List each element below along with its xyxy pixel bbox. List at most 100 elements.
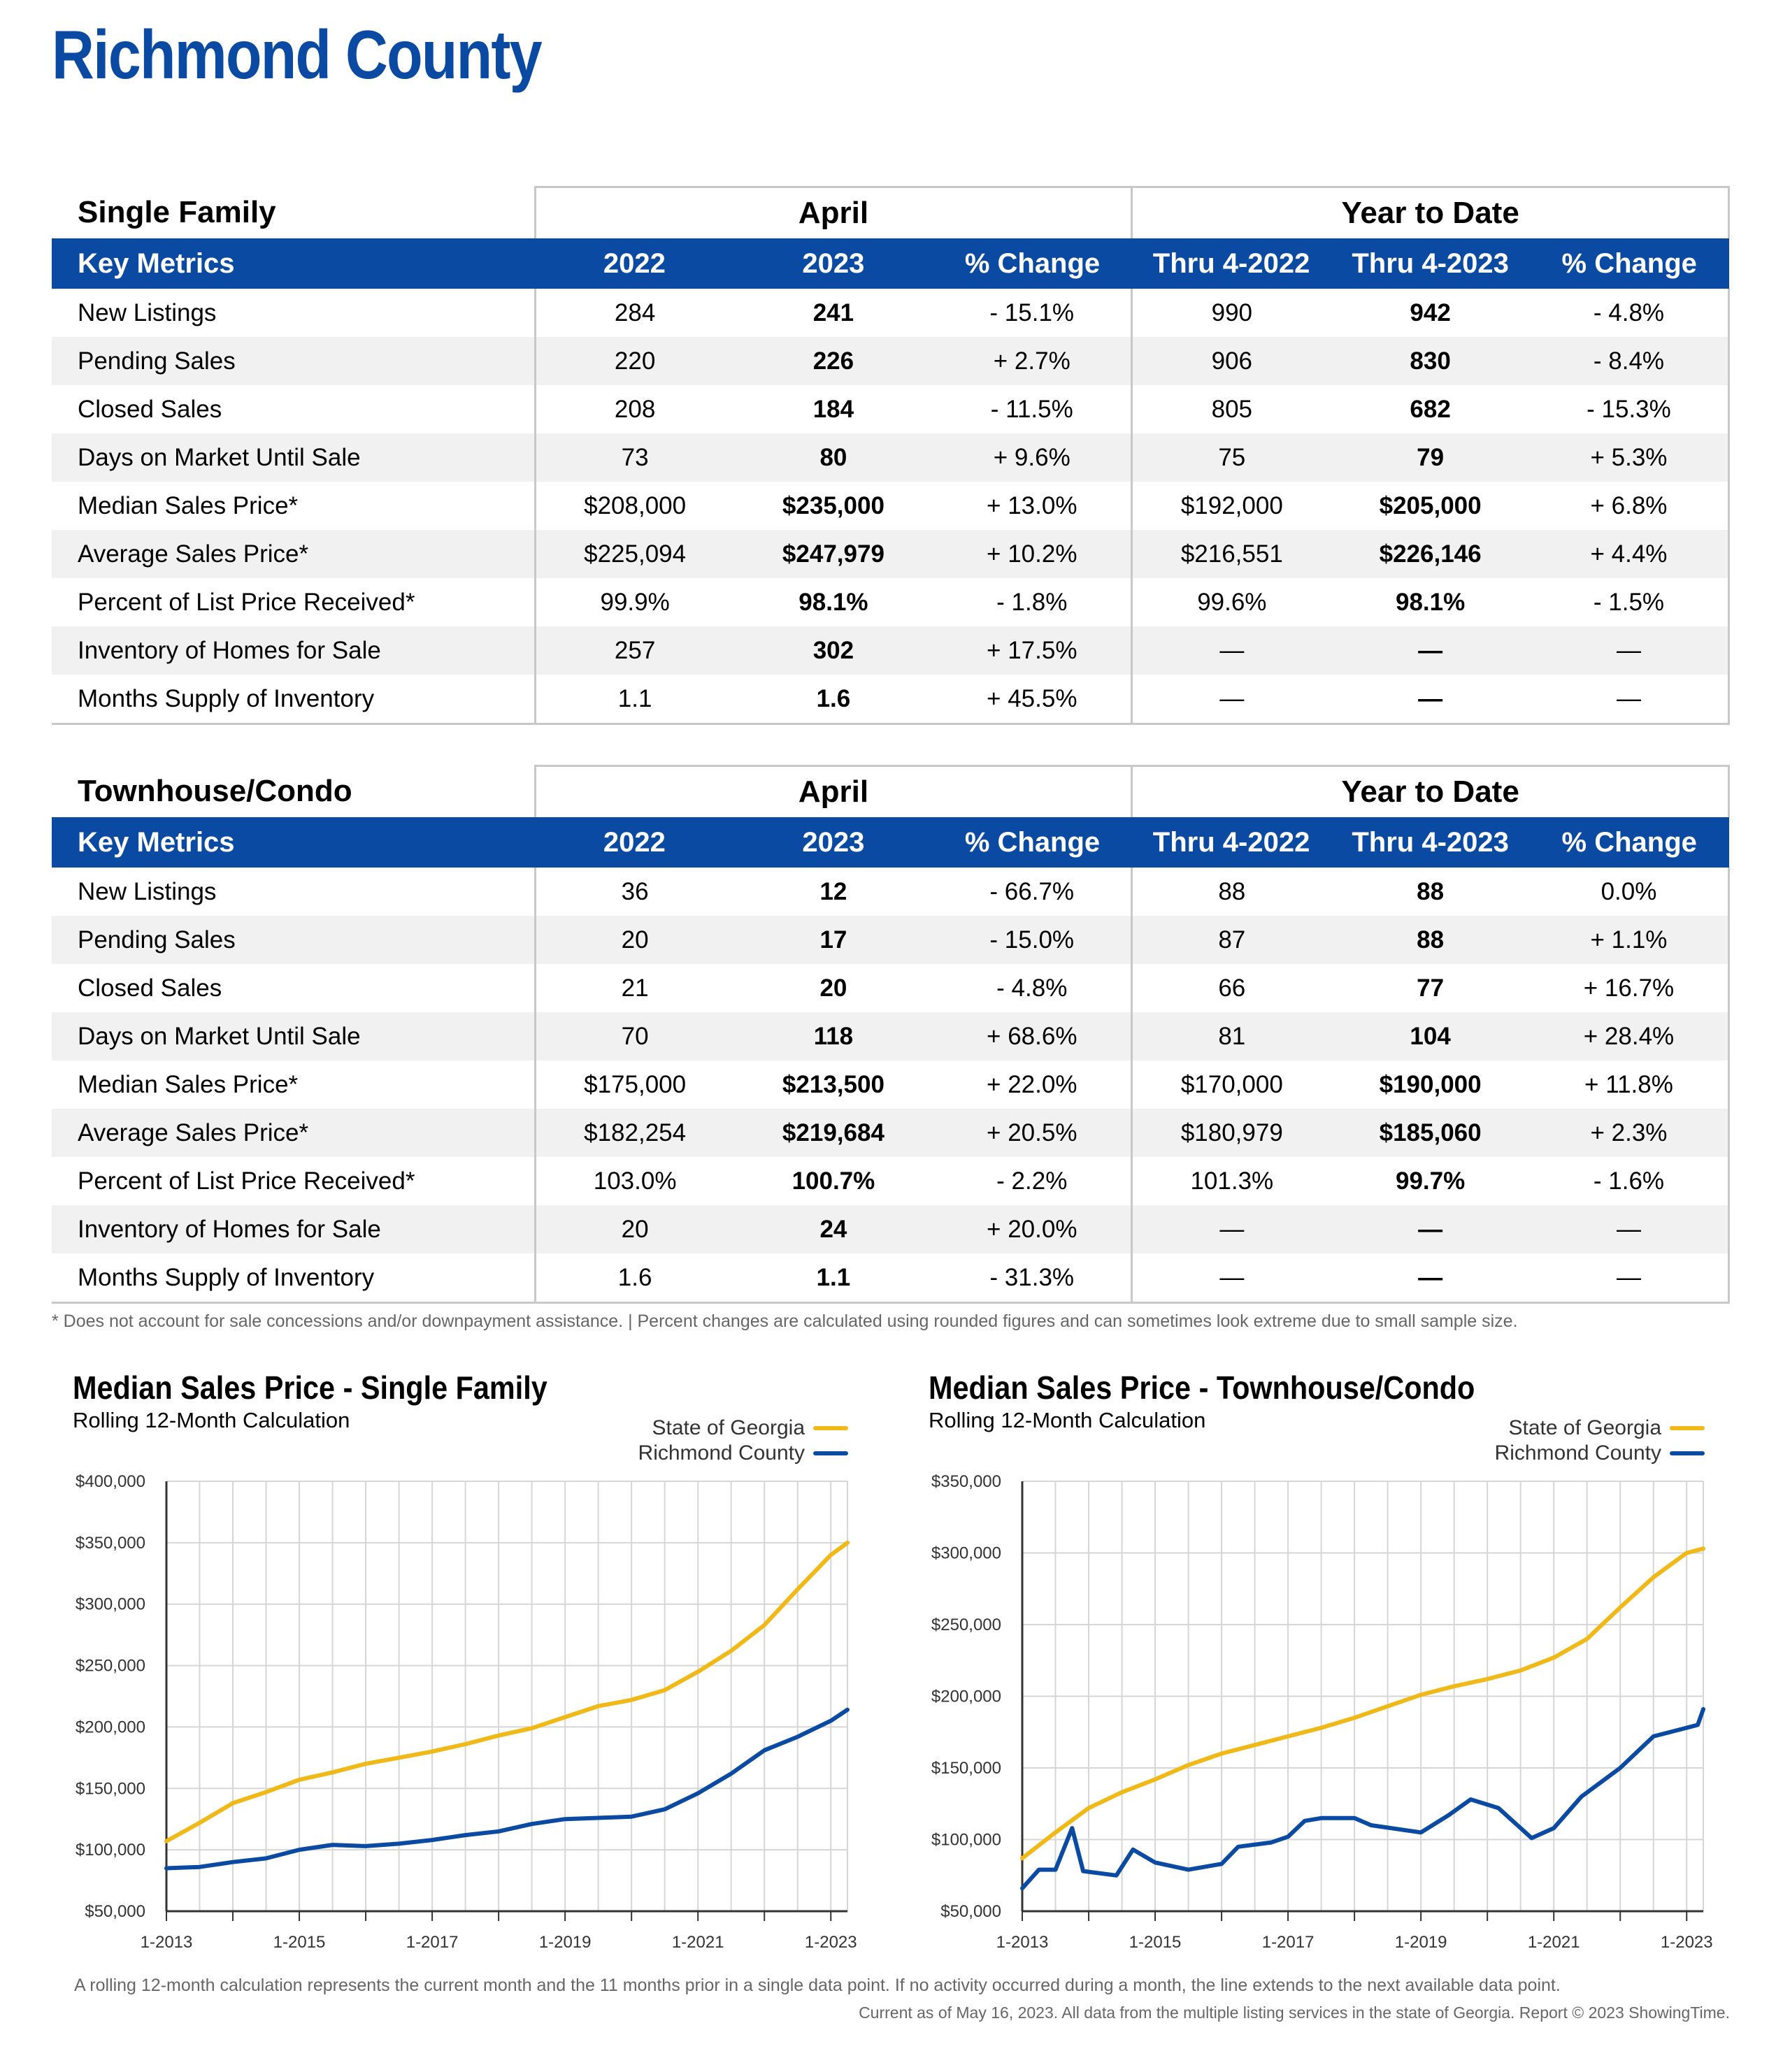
- table-row: Average Sales Price* $225,094 $247,979 + 10…: [52, 530, 1730, 578]
- metric-value: —: [1529, 675, 1730, 725]
- metric-value: 1.1: [534, 675, 734, 725]
- legend-state-single-family: State of Georgia: [652, 1416, 848, 1440]
- metric-value: —: [1529, 1253, 1730, 1304]
- metric-label: Days on Market Until Sale: [52, 433, 536, 482]
- metric-value: 20: [819, 974, 847, 1002]
- x-tick-label: 1-2013: [141, 1933, 193, 1952]
- column-header: 2023: [733, 817, 933, 868]
- metric-value: + 2.3%: [1529, 1109, 1730, 1157]
- metric-value: 99.6%: [1131, 578, 1331, 626]
- metric-value: 302: [733, 626, 933, 675]
- metric-value: 88: [1417, 877, 1445, 905]
- metric-value: - 4.8%: [1529, 289, 1730, 337]
- metric-value: 220: [534, 337, 734, 385]
- group-heading-month: April: [534, 765, 1132, 817]
- chart-subtitle-townhouse-condo: Rolling 12-Month Calculation: [929, 1408, 1206, 1432]
- metric-value: $219,684: [733, 1109, 933, 1157]
- metric-value: $205,000: [1379, 491, 1482, 519]
- metric-label: Pending Sales: [52, 337, 536, 385]
- report-credit: Current as of May 16, 2023. All data fro…: [859, 2003, 1730, 2022]
- metric-value: —: [1331, 626, 1530, 675]
- legend-swatch-county: [1670, 1451, 1705, 1455]
- metric-value: 1.6: [534, 1253, 734, 1304]
- legend-label: State of Georgia: [652, 1416, 805, 1439]
- column-header: % Change: [933, 238, 1132, 289]
- table-row: Days on Market Until Sale 70 118 + 68.6% 81 1…: [52, 1012, 1730, 1060]
- metric-label: Average Sales Price*: [52, 530, 536, 578]
- y-tick-label: $100,000: [76, 1841, 145, 1859]
- metric-label: New Listings: [78, 877, 217, 905]
- x-tick-label: 1-2021: [672, 1933, 724, 1952]
- y-tick-label: $200,000: [76, 1718, 145, 1736]
- metric-value: 81: [1131, 1012, 1331, 1060]
- metric-value: 66: [1131, 964, 1331, 1012]
- metric-value: 284: [534, 289, 734, 337]
- column-header: 2023: [733, 238, 933, 289]
- metric-value: 104: [1331, 1012, 1530, 1060]
- metric-value: - 2.2%: [996, 1167, 1068, 1195]
- y-tick-label: $350,000: [76, 1534, 145, 1553]
- metric-value: 20: [534, 1205, 734, 1253]
- metric-value: - 11.5%: [990, 395, 1073, 423]
- metric-value: $235,000: [782, 491, 885, 519]
- metric-value: - 1.8%: [996, 588, 1068, 616]
- metric-value: 241: [812, 298, 854, 326]
- column-header: Thru 4-2023: [1331, 817, 1530, 868]
- metric-value: —: [1131, 626, 1331, 675]
- table-category-heading: Townhouse/Condo: [78, 774, 352, 809]
- metric-value: 0.0%: [1529, 868, 1730, 916]
- metric-value: 226: [733, 337, 933, 385]
- metric-value: 942: [1410, 298, 1451, 326]
- column-header: % Change: [1529, 238, 1729, 289]
- metric-label: Months Supply of Inventory: [52, 1253, 536, 1304]
- y-tick-label: $50,000: [85, 1902, 145, 1921]
- metric-value: $175,000: [534, 1060, 734, 1109]
- metric-value: + 5.3%: [1529, 433, 1730, 482]
- page-title: Richmond County: [52, 16, 543, 93]
- metric-value: 87: [1131, 916, 1331, 964]
- metric-value: - 15.0%: [933, 916, 1132, 964]
- metric-value: - 15.3%: [1529, 385, 1730, 433]
- metric-value: 79: [1331, 433, 1530, 482]
- metric-value: 1.1: [733, 1253, 933, 1304]
- footnote: * Does not account for sale concessions …: [52, 1311, 1518, 1331]
- single-family-metrics-table: Single Family April Year to Date Key Metric…: [52, 186, 1730, 725]
- metric-value: 257: [534, 626, 734, 675]
- metric-value: - 15.1%: [989, 298, 1075, 326]
- metric-value: + 4.4%: [1529, 530, 1730, 578]
- metric-label: Inventory of Homes for Sale: [52, 1205, 536, 1253]
- metric-value: $170,000: [1131, 1060, 1331, 1109]
- metric-label: Median Sales Price*: [78, 491, 299, 519]
- x-tick-label: 1-2019: [539, 1933, 592, 1952]
- metric-value: 118: [733, 1012, 933, 1060]
- legend-state-townhouse-condo: State of Georgia: [1509, 1416, 1705, 1440]
- metric-value: 98.1%: [1396, 588, 1466, 616]
- column-header: Thru 4-2022: [1131, 817, 1331, 868]
- metric-value: 830: [1331, 337, 1530, 385]
- column-header: 2022: [535, 238, 734, 289]
- legend-label: Richmond County: [638, 1441, 805, 1465]
- metric-value: + 13.0%: [987, 491, 1077, 519]
- metric-value: $226,146: [1331, 530, 1530, 578]
- group-heading-ytd: Year to Date: [1131, 186, 1730, 238]
- chart-title-townhouse-condo: Median Sales Price - Townhouse/Condo: [929, 1369, 1475, 1406]
- metric-value: + 68.6%: [933, 1012, 1132, 1060]
- metric-value: 20: [534, 916, 734, 964]
- column-header: Thru 4-2023: [1331, 238, 1530, 289]
- metric-value: 906: [1131, 337, 1331, 385]
- column-header: Thru 4-2022: [1131, 238, 1331, 289]
- metric-value: + 6.8%: [1529, 482, 1730, 530]
- metric-value: —: [1331, 675, 1530, 725]
- metric-value: 24: [733, 1205, 933, 1253]
- table-row: New Listings 36 12 - 66.7% 88 88 0.0%: [52, 868, 1730, 916]
- x-tick-label: 1-2015: [273, 1933, 326, 1952]
- metric-value: $247,979: [733, 530, 933, 578]
- legend-swatch-county: [813, 1451, 848, 1455]
- metric-value: $190,000: [1379, 1070, 1482, 1098]
- metric-value: 101.3%: [1131, 1157, 1331, 1205]
- metric-value: - 1.6%: [1529, 1157, 1730, 1205]
- metric-value: 1.6: [733, 675, 933, 725]
- table-row: Median Sales Price* $175,000 $213,500 + 22.…: [52, 1060, 1730, 1109]
- metric-value: + 9.6%: [933, 433, 1132, 482]
- metric-value: + 20.0%: [933, 1205, 1132, 1253]
